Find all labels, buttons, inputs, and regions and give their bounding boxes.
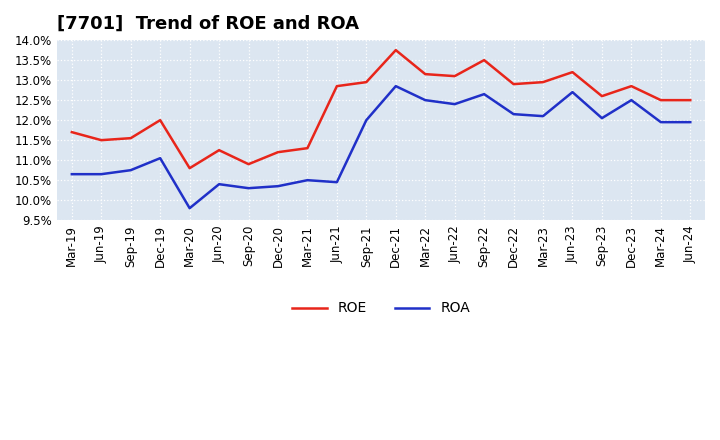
- ROE: [480, 58, 488, 63]
- ROA: [509, 111, 518, 117]
- ROE: [392, 48, 400, 53]
- Line: ROE: ROE: [72, 50, 690, 168]
- ROA: [274, 183, 282, 189]
- ROA: [539, 114, 547, 119]
- ROA: [244, 186, 253, 191]
- ROE: [568, 70, 577, 75]
- ROA: [156, 155, 164, 161]
- ROA: [392, 84, 400, 89]
- Legend: ROE, ROA: ROE, ROA: [287, 296, 476, 321]
- ROE: [686, 98, 695, 103]
- ROA: [686, 120, 695, 125]
- ROA: [627, 98, 636, 103]
- ROA: [657, 120, 665, 125]
- ROA: [185, 205, 194, 211]
- ROE: [333, 84, 341, 89]
- ROE: [68, 129, 76, 135]
- ROE: [97, 138, 106, 143]
- ROA: [303, 178, 312, 183]
- ROA: [97, 172, 106, 177]
- ROE: [274, 150, 282, 155]
- Line: ROA: ROA: [72, 86, 690, 208]
- ROE: [539, 80, 547, 85]
- ROE: [509, 81, 518, 87]
- ROE: [156, 117, 164, 123]
- ROE: [127, 136, 135, 141]
- ROA: [215, 182, 223, 187]
- ROE: [215, 147, 223, 153]
- ROA: [362, 117, 371, 123]
- ROA: [450, 102, 459, 107]
- ROE: [627, 84, 636, 89]
- ROA: [127, 168, 135, 173]
- ROE: [185, 165, 194, 171]
- ROE: [657, 98, 665, 103]
- ROE: [421, 71, 430, 77]
- Text: [7701]  Trend of ROE and ROA: [7701] Trend of ROE and ROA: [57, 15, 359, 33]
- ROE: [303, 146, 312, 151]
- ROE: [450, 73, 459, 79]
- ROA: [480, 92, 488, 97]
- ROA: [421, 98, 430, 103]
- ROA: [333, 180, 341, 185]
- ROA: [568, 89, 577, 95]
- ROE: [598, 93, 606, 99]
- ROA: [68, 172, 76, 177]
- ROA: [598, 116, 606, 121]
- ROE: [244, 161, 253, 167]
- ROE: [362, 80, 371, 85]
